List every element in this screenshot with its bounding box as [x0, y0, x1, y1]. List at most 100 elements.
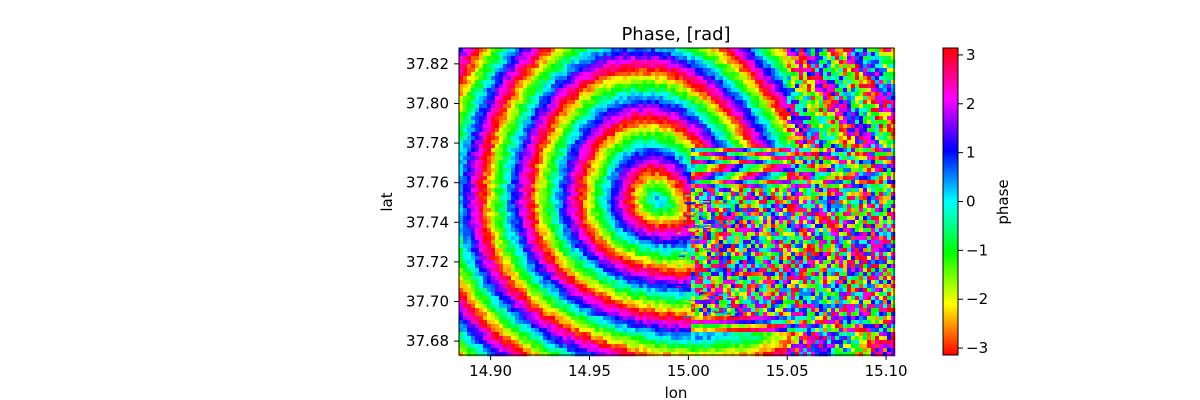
heatmap-cell: [639, 48, 644, 53]
heatmap-cell: [511, 200, 516, 205]
heatmap-cell: [555, 96, 560, 101]
heatmap-cell: [799, 220, 804, 225]
heatmap-cell: [523, 216, 528, 221]
heatmap-cell: [747, 160, 752, 165]
heatmap-cell: [799, 128, 804, 133]
heatmap-cell: [531, 140, 536, 145]
heatmap-cell: [887, 56, 892, 61]
heatmap-cell: [843, 80, 848, 85]
heatmap-cell: [579, 176, 584, 181]
heatmap-cell: [467, 184, 472, 189]
heatmap-cell: [503, 120, 508, 125]
heatmap-cell: [643, 152, 648, 157]
heatmap-cell: [759, 80, 764, 85]
heatmap-cell: [575, 72, 580, 77]
heatmap-cell: [467, 216, 472, 221]
heatmap-cell: [535, 108, 540, 113]
heatmap-cell: [811, 200, 816, 205]
heatmap-cell: [779, 216, 784, 221]
heatmap-cell: [647, 64, 652, 69]
heatmap-cell: [587, 164, 592, 169]
heatmap-cell: [723, 84, 728, 89]
heatmap-cell: [651, 116, 656, 121]
heatmap-cell: [535, 148, 540, 153]
heatmap-cell: [667, 216, 672, 221]
heatmap-cell: [711, 200, 716, 205]
heatmap-cell: [483, 48, 488, 53]
heatmap-cell: [715, 180, 720, 185]
heatmap-cell: [659, 84, 664, 89]
heatmap-cell: [591, 84, 596, 89]
heatmap-cell: [755, 164, 760, 169]
heatmap-cell: [507, 132, 512, 137]
heatmap-cell: [823, 148, 828, 153]
heatmap-cell: [695, 108, 700, 113]
heatmap-cell: [767, 52, 772, 57]
heatmap-cell: [807, 188, 812, 193]
heatmap-cell: [667, 200, 672, 205]
heatmap-cell: [655, 172, 660, 177]
heatmap-cell: [547, 168, 552, 173]
heatmap-cell: [555, 48, 560, 53]
heatmap-cell: [727, 128, 732, 133]
heatmap-cell: [471, 180, 476, 185]
heatmap-cell: [703, 152, 708, 157]
heatmap-cell: [479, 224, 484, 229]
heatmap-cell: [723, 132, 728, 137]
heatmap-cell: [687, 184, 692, 189]
heatmap-cell: [743, 116, 748, 121]
heatmap-cell: [695, 172, 700, 177]
heatmap-cell: [475, 184, 480, 189]
heatmap-cell: [475, 64, 480, 69]
heatmap-cell: [655, 220, 660, 225]
heatmap-cell: [723, 176, 728, 181]
heatmap-cell: [691, 120, 696, 125]
heatmap-cell: [747, 104, 752, 109]
heatmap-cell: [571, 204, 576, 209]
heatmap-cell: [807, 156, 812, 161]
heatmap-cell: [707, 100, 712, 105]
heatmap-cell: [587, 132, 592, 137]
heatmap-cell: [739, 120, 744, 125]
heatmap-cell: [839, 76, 844, 81]
heatmap-cell: [567, 96, 572, 101]
heatmap-cell: [847, 132, 852, 137]
heatmap-cell: [891, 172, 896, 177]
heatmap-cell: [559, 216, 564, 221]
heatmap-cell: [503, 212, 508, 217]
heatmap-cell: [699, 64, 704, 69]
heatmap-cell: [763, 108, 768, 113]
heatmap-cell: [491, 96, 496, 101]
heatmap-cell: [631, 136, 636, 141]
heatmap-cell: [851, 76, 856, 81]
heatmap-cell: [575, 52, 580, 57]
heatmap-cell: [735, 108, 740, 113]
heatmap-cell: [891, 60, 896, 65]
heatmap-cell: [735, 140, 740, 145]
heatmap-cell: [791, 184, 796, 189]
heatmap-cell: [539, 220, 544, 225]
heatmap-cell: [763, 112, 768, 117]
heatmap-cell: [835, 60, 840, 65]
heatmap-cell: [607, 48, 612, 53]
heatmap-cell: [671, 132, 676, 137]
heatmap-cell: [515, 112, 520, 117]
heatmap-cell: [779, 64, 784, 69]
heatmap-cell: [571, 48, 576, 53]
heatmap-cell: [811, 60, 816, 65]
heatmap-cell: [787, 152, 792, 157]
heatmap-cell: [507, 60, 512, 65]
heatmap-cell: [855, 176, 860, 181]
heatmap-cell: [695, 140, 700, 145]
heatmap-cell: [875, 136, 880, 141]
heatmap-cell: [795, 192, 800, 197]
heatmap-cell: [539, 224, 544, 229]
heatmap-cell: [655, 76, 660, 81]
heatmap-cell: [547, 56, 552, 61]
heatmap-cell: [863, 60, 868, 65]
heatmap-cell: [487, 188, 492, 193]
heatmap-cell: [711, 124, 716, 129]
heatmap-cell: [867, 112, 872, 117]
heatmap-cell: [807, 208, 812, 213]
heatmap-cell: [707, 116, 712, 121]
